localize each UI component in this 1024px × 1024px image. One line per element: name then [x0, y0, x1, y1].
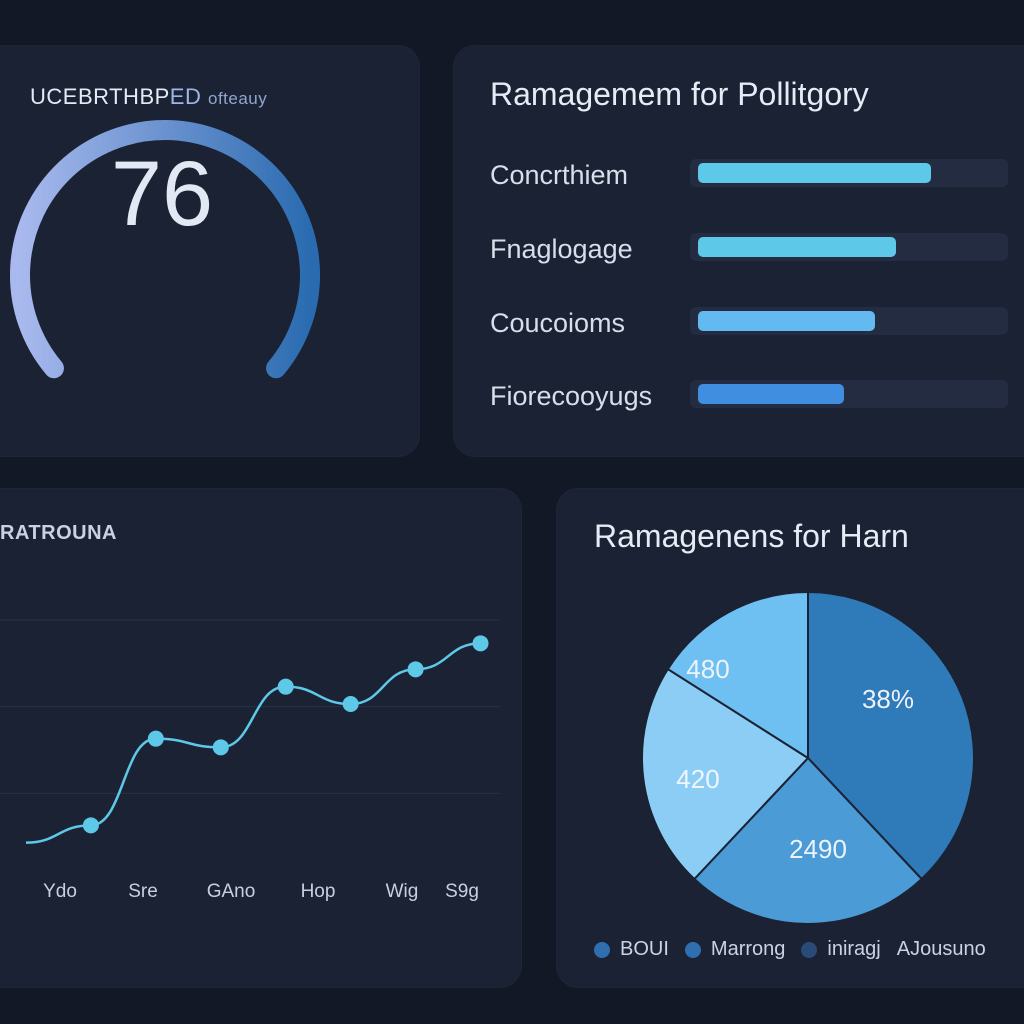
legend-item: BOUI [594, 938, 669, 961]
bar-label: Coucoioms [490, 308, 626, 338]
pie-slice-label: 38% [862, 684, 914, 714]
score-title-small: ofteauy [207, 89, 268, 108]
pie-slice [807, 590, 975, 881]
line-chart-card [0, 488, 522, 988]
x-tick-label: S9g [445, 881, 479, 902]
line-chart: Ydo Sre GAno Hop Wig S9g [0, 619, 500, 902]
bars-card-title: Ramagemem for Pollitgory [490, 76, 869, 112]
x-tick-label: Sre [128, 881, 158, 902]
legend-item: iniragj [801, 938, 881, 961]
pie-slice [641, 667, 810, 881]
legend-dot [594, 941, 610, 958]
legend-item: AJousuno [897, 938, 986, 961]
pie-slice-label: 420 [676, 764, 719, 794]
line-point [212, 739, 229, 756]
bar-track [690, 233, 1008, 261]
line-series [25, 642, 481, 844]
line-point [342, 696, 359, 712]
gauge-arc [10, 120, 320, 379]
pie-legend: BOUI Marrong iniragj AJousuno [594, 938, 986, 961]
x-tick-label: GAno [207, 881, 256, 902]
score-title-main: UCEBRTHBP [30, 84, 170, 109]
legend-item: Marrong [684, 938, 786, 961]
bar-track [690, 159, 1008, 187]
x-tick-label: Hop [301, 881, 336, 902]
bar-track [690, 380, 1008, 408]
bar-row: Concrthiem [490, 155, 1024, 195]
bar-fill [698, 237, 897, 257]
line-chart-title: RATROUNA [0, 522, 117, 544]
score-gauge: 76 [10, 120, 320, 379]
pie-chart: 38% 2490 420 480 [641, 590, 975, 925]
legend-label: Marrong [710, 938, 786, 960]
line-point [277, 678, 294, 695]
pie-slice [666, 590, 809, 760]
score-card-title: UCEBRTHBPED ofteauy [30, 84, 267, 110]
x-tick-label: Wig [386, 881, 419, 902]
score-card [0, 45, 420, 457]
bar-fill [698, 163, 931, 183]
score-title-accent: ED [169, 84, 202, 109]
pie-slice [692, 756, 924, 925]
line-point [407, 661, 424, 678]
line-point [82, 817, 99, 834]
pie-chart-title: Ramagenens for Harn [594, 518, 909, 554]
legend-label: iniragj [827, 938, 881, 960]
legend-dot [684, 941, 701, 958]
legend-label: AJousuno [896, 938, 986, 960]
bar-label: Concrthiem [490, 160, 629, 190]
pie-slice-label: 480 [686, 654, 729, 684]
legend-dot [801, 941, 818, 958]
pie-slice-label: 2490 [789, 834, 847, 864]
bar-label: Fiorecooyugs [490, 381, 653, 411]
gauge-value: 76 [111, 143, 213, 245]
line-point [472, 635, 489, 652]
legend-label: BOUI [620, 938, 669, 960]
bar-track [690, 307, 1008, 335]
x-tick-label: Ydo [43, 881, 77, 902]
bar-row: Fnaglogage [490, 229, 1024, 269]
bar-fill [698, 311, 875, 331]
bar-label: Fnaglogage [490, 234, 633, 264]
bar-fill [698, 384, 844, 404]
bar-row: Fiorecooyugs [490, 376, 1024, 416]
bar-row: Coucoioms [490, 303, 1024, 343]
line-point [147, 730, 164, 747]
